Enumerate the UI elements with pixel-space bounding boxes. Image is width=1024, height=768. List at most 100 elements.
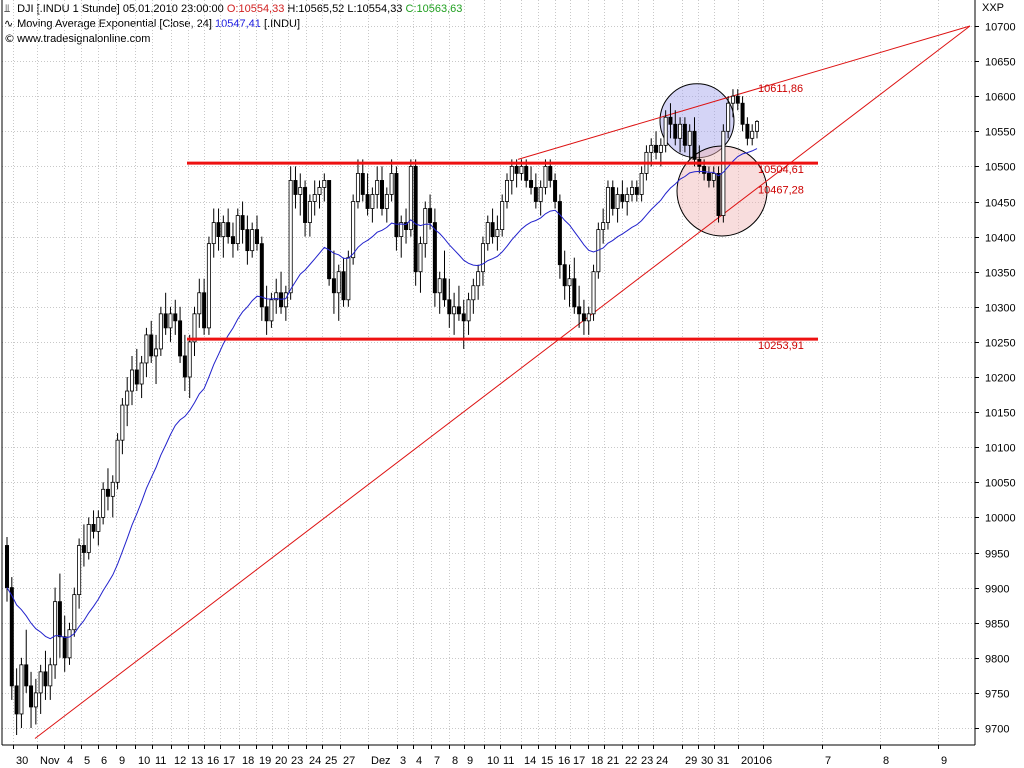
y-tick-label: 10200: [985, 373, 1016, 385]
candle: [413, 159, 418, 286]
x-tick-label: Nov: [40, 755, 60, 767]
annotation-circle-blue: [659, 83, 735, 159]
candle: [33, 678, 38, 725]
candle-body: [115, 439, 120, 483]
candle: [461, 299, 466, 349]
candle-body: [105, 488, 110, 497]
candle-body: [447, 299, 452, 315]
candle: [490, 208, 495, 244]
candle: [442, 250, 447, 307]
candle-body: [331, 278, 336, 294]
x-tick-label: 31: [717, 755, 729, 767]
candle: [360, 159, 365, 202]
x-tick-label: 24: [656, 755, 668, 767]
datetime-label: 05.01.2010 23:00:00: [122, 3, 224, 15]
candle-body: [43, 671, 48, 687]
candle-body: [620, 194, 625, 202]
candle: [245, 215, 250, 265]
x-tick-label: 13: [191, 755, 203, 767]
candle-body: [567, 278, 572, 287]
candle-body: [221, 222, 226, 237]
candle-body: [365, 194, 370, 209]
candle-body: [187, 341, 192, 378]
candle-body: [206, 243, 211, 329]
x-tick-label: 14: [524, 755, 536, 767]
y-tick-label: 9750: [985, 689, 1009, 701]
candle: [48, 657, 53, 700]
y-tick-label: 10350: [985, 268, 1016, 280]
candle-body: [125, 390, 130, 406]
x-tick-label: 6: [101, 755, 107, 767]
candle: [158, 306, 163, 356]
candle: [567, 264, 572, 307]
candle: [72, 587, 77, 637]
price-label: 10611,86: [758, 83, 803, 95]
candle: [351, 194, 356, 265]
candle-body: [519, 165, 524, 174]
candle: [230, 222, 235, 258]
candle-body: [524, 165, 529, 181]
candle-body: [91, 524, 96, 532]
candle-body: [274, 292, 279, 301]
x-tick-label: 11: [503, 755, 514, 767]
candle: [572, 257, 577, 314]
y-tick-label: 10000: [985, 513, 1016, 525]
candle-body: [336, 271, 341, 294]
candle-body: [279, 292, 284, 308]
candle: [480, 236, 485, 286]
candle-body: [504, 180, 509, 202]
y-tick-label: 10050: [985, 478, 1016, 490]
candle-body: [226, 222, 231, 237]
candle-body: [269, 299, 274, 322]
candle: [355, 159, 360, 209]
candle-body: [5, 545, 10, 588]
candle-body: [726, 102, 731, 132]
candle-body: [668, 116, 673, 125]
y-tick-label: 9700: [985, 724, 1009, 736]
candle: [120, 398, 125, 455]
candle: [471, 278, 476, 314]
candle: [38, 664, 43, 714]
candle: [418, 236, 423, 293]
candle-body: [490, 222, 495, 237]
symbol-label: DJI [.INDU 1 Stunde]: [17, 3, 120, 15]
candle-body: [639, 173, 644, 195]
candle: [139, 355, 144, 399]
x-tick-label: 15: [541, 755, 553, 767]
candle: [5, 537, 10, 602]
x-tick-label: 2010: [741, 755, 765, 767]
candle-body: [413, 165, 418, 273]
candle-body: [322, 180, 327, 188]
candle: [53, 587, 58, 679]
candle-body: [235, 215, 240, 245]
ema-line: [6, 148, 758, 640]
open-label: O:: [226, 3, 239, 15]
x-tick-label: 23: [291, 755, 303, 767]
candle: [605, 180, 610, 230]
candle-body: [581, 313, 586, 322]
candle: [365, 173, 370, 216]
low-value: L:10554,33: [347, 3, 403, 15]
candle: [447, 278, 452, 328]
candle-body: [230, 236, 235, 245]
candle: [394, 166, 399, 251]
website-label: www.tradesignalonline.com: [17, 33, 151, 45]
candle-body: [625, 194, 630, 202]
candle-body: [240, 215, 245, 230]
candle-body: [480, 243, 485, 273]
candle-body: [307, 201, 312, 223]
indicator-value: 10547,41: [215, 18, 261, 30]
candle: [341, 257, 346, 307]
ema-polyline: [6, 148, 758, 640]
candle-body: [312, 194, 317, 202]
x-tick-label: 21: [607, 755, 619, 767]
x-tick-label: 30: [701, 755, 713, 767]
candle-body: [687, 130, 692, 146]
candle: [240, 201, 245, 244]
candle-body: [86, 524, 91, 553]
candle-body: [120, 404, 125, 441]
candle: [298, 173, 303, 216]
candle: [202, 278, 207, 335]
header-line-3: © www.tradesignalonline.com: [4, 32, 150, 46]
